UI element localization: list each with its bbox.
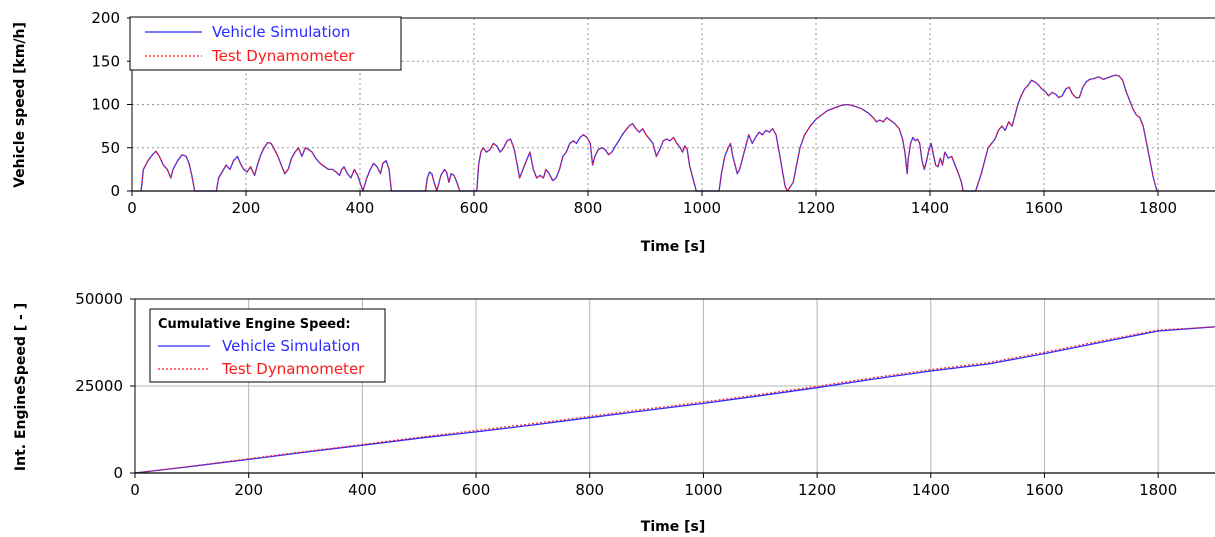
- vehicle-speed-series: [140, 74, 1158, 192]
- vehicle-speed-x-tick-label: 800: [574, 199, 603, 217]
- cumulative-engine-speed-legend: Cumulative Engine Speed: Vehicle Simulat…: [149, 308, 386, 383]
- vehicle-speed-x-tick-label: 0: [127, 199, 137, 217]
- vehicle-speed-y-tick-label: 100: [91, 96, 120, 114]
- vehicle-speed-line-test-dynamometer: [140, 74, 1158, 192]
- vehicle-speed-legend-dynamometer-label: Test Dynamometer: [211, 47, 355, 65]
- cumulative-engine-speed-x-tick-label: 0: [130, 481, 140, 499]
- vehicle-speed-legend-box: [129, 16, 402, 71]
- cumulative-engine-speed-x-tick-label: 1800: [1139, 481, 1177, 499]
- cumulative-engine-speed-y-tick-label: 50000: [75, 290, 123, 308]
- cumulative-engine-speed-x-tick-label: 1000: [684, 481, 722, 499]
- cumulative-engine-speed-y-tick-labels: 0 25000 50000: [75, 290, 123, 482]
- cumulative-engine-speed-y-axis-title: Int. EngineSpeed [ - ]: [13, 303, 29, 471]
- cumulative-engine-speed-x-tick-label: 600: [462, 481, 491, 499]
- cumulative-engine-speed-line-test-dynamometer: [134, 326, 1215, 474]
- vehicle-speed-x-tick-label: 1600: [1025, 199, 1063, 217]
- cumulative-engine-speed-x-axis-title: Time [s]: [641, 519, 705, 535]
- vehicle-speed-y-tick-label: 0: [110, 182, 120, 200]
- vehicle-speed-x-tick-label: 600: [460, 199, 489, 217]
- cumulative-engine-speed-x-tick-labels: 0 200 400 600 800 1000 1200 1400 1600 1800: [130, 481, 1177, 499]
- cumulative-engine-speed-x-tick-label: 1200: [798, 481, 836, 499]
- cumulative-engine-speed-chart: 0 200 400 600 800 1000 1200 1400 1600 1800 0 25000…: [13, 290, 1215, 535]
- vehicle-speed-legend-simulation-label: Vehicle Simulation: [212, 23, 350, 41]
- vehicle-speed-y-tick-label: 200: [91, 9, 120, 27]
- cumulative-engine-speed-x-tick-label: 800: [575, 481, 604, 499]
- cumulative-engine-speed-x-tick-label: 1400: [912, 481, 950, 499]
- cumulative-engine-speed-legend-heading: Cumulative Engine Speed:: [158, 317, 351, 332]
- cumulative-engine-speed-axes: [130, 298, 1215, 478]
- vehicle-speed-x-tick-labels: 0 200 400 600 800 1000 1200 1400 1600 1800: [127, 199, 1177, 217]
- vehicle-speed-x-tick-label: 1200: [797, 199, 835, 217]
- cumulative-engine-speed-line-vehicle-simulation: [134, 326, 1215, 474]
- cumulative-engine-speed-series: [134, 326, 1215, 474]
- cumulative-engine-speed-y-tick-label: 25000: [75, 377, 123, 395]
- vehicle-speed-y-tick-label: 150: [91, 52, 120, 70]
- vehicle-speed-x-tick-label: 400: [346, 199, 375, 217]
- vehicle-speed-x-tick-label: 1800: [1139, 199, 1177, 217]
- vehicle-speed-y-tick-labels: 0 50 100 150 200: [91, 9, 120, 200]
- cumulative-engine-speed-legend-dynamometer-label: Test Dynamometer: [221, 360, 365, 378]
- vehicle-speed-legend: Vehicle Simulation Test Dynamometer: [129, 16, 402, 71]
- cumulative-engine-speed-x-tick-label: 400: [348, 481, 377, 499]
- cumulative-engine-speed-x-tick-label: 1600: [1025, 481, 1063, 499]
- vehicle-speed-x-axis-title: Time [s]: [641, 239, 705, 255]
- cumulative-engine-speed-legend-simulation-label: Vehicle Simulation: [222, 337, 360, 355]
- vehicle-speed-y-tick-label: 50: [101, 139, 120, 157]
- vehicle-speed-x-tick-label: 1400: [911, 199, 949, 217]
- vehicle-speed-chart: 0 200 400 600 800 1000 1200 1400 1600 1800 0 50 100…: [12, 9, 1215, 255]
- vehicle-speed-x-tick-label: 200: [232, 199, 261, 217]
- cumulative-engine-speed-x-tick-label: 200: [234, 481, 263, 499]
- cumulative-engine-speed-y-tick-label: 0: [113, 464, 123, 482]
- vehicle-speed-x-tick-label: 1000: [683, 199, 721, 217]
- vehicle-speed-y-axis-title: Vehicle speed [km/h]: [12, 22, 28, 188]
